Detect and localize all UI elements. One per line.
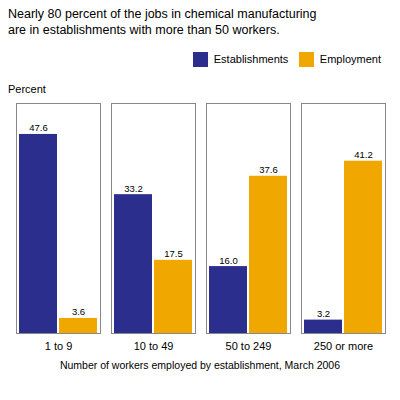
svg-text:33.2: 33.2 xyxy=(124,183,143,194)
svg-text:37.6: 37.6 xyxy=(259,164,278,175)
html-text:Percent: Percent xyxy=(8,83,46,95)
svg-text:3.2: 3.2 xyxy=(317,308,330,319)
svg-text:50 to 249: 50 to 249 xyxy=(226,340,272,352)
html-text:Establishments: Establishments xyxy=(213,53,289,65)
html-text:Employment: Employment xyxy=(319,53,381,65)
svg-text:16.0: 16.0 xyxy=(219,255,238,266)
svg-text:41.2: 41.2 xyxy=(354,149,373,160)
html-text:Nearly 80 percent of the jobs: Nearly 80 percent of the jobs in chemica… xyxy=(8,7,317,38)
svg-text:250 or more: 250 or more xyxy=(314,340,373,352)
svg-text:10 to 49: 10 to 49 xyxy=(134,340,174,352)
svg-text:3.6: 3.6 xyxy=(72,306,85,317)
html-text:Number of workers employed by: Number of workers employed by establishm… xyxy=(59,359,341,371)
svg-text:1 to 9: 1 to 9 xyxy=(45,340,73,352)
svg-text:17.5: 17.5 xyxy=(164,248,183,259)
svg-text:47.6: 47.6 xyxy=(29,122,48,133)
